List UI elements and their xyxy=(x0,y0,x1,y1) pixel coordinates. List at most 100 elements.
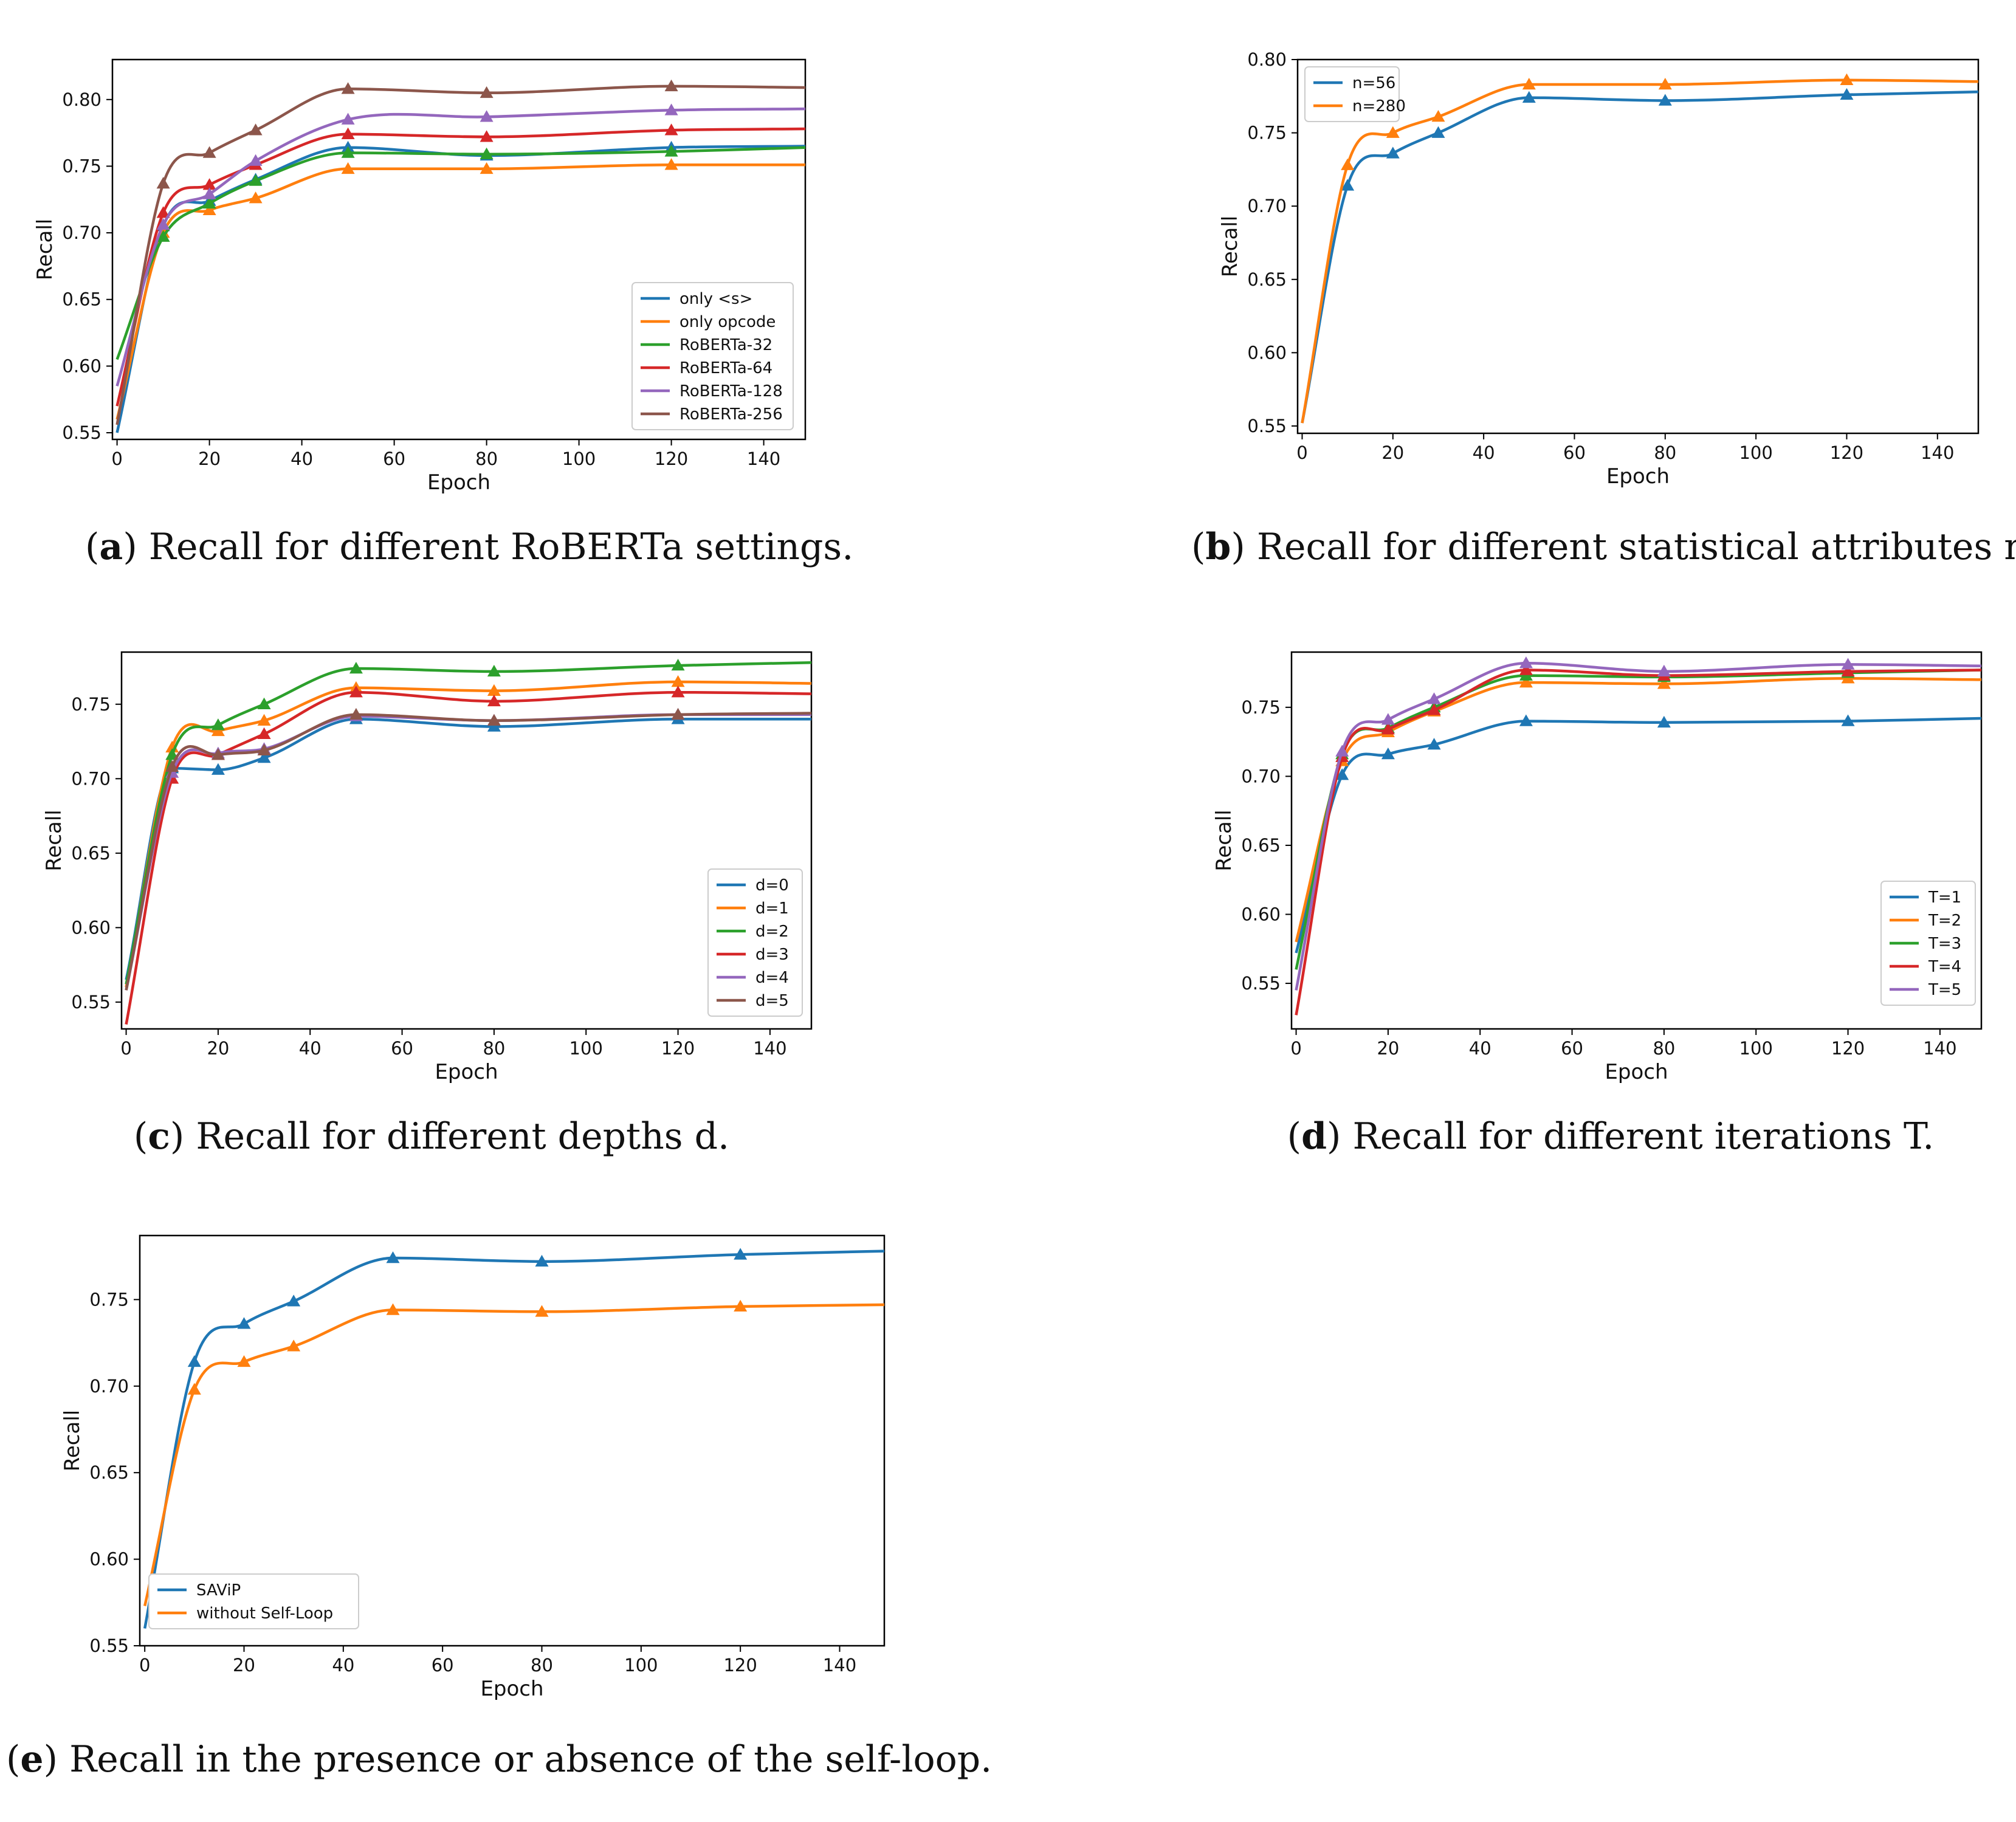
x-tick-label: 20 xyxy=(207,1038,229,1059)
data-point xyxy=(480,147,494,159)
x-axis-label: Epoch xyxy=(480,1677,543,1701)
data-point xyxy=(1335,744,1349,757)
data-point xyxy=(1386,126,1400,138)
x-tick-label: 140 xyxy=(753,1038,786,1059)
legend-label: RoBERTa-128 xyxy=(679,382,783,400)
data-point xyxy=(249,154,263,166)
legend-label: T=1 xyxy=(1928,889,1961,907)
y-tick-label: 0.80 xyxy=(62,89,101,110)
series-line-2 xyxy=(125,661,811,985)
x-tick-label: 20 xyxy=(198,449,221,469)
legend-label: T=4 xyxy=(1928,958,1961,976)
y-tick-label: 0.55 xyxy=(62,422,101,443)
chart-b: 0 20 40 60 80 100 120 140 0.55 0.60 0.65 0.70 0.75 0.… xyxy=(1218,49,1980,489)
x-tick-label: 80 xyxy=(483,1038,505,1059)
data-point xyxy=(1431,126,1445,138)
data-point xyxy=(487,664,501,677)
series-line-0 xyxy=(143,1250,884,1629)
x-tick-label: 120 xyxy=(1831,1038,1865,1059)
y-axis-label: Recall xyxy=(42,810,66,871)
legend-label: d=5 xyxy=(755,992,789,1010)
data-point xyxy=(1522,78,1536,90)
legend-box xyxy=(707,868,803,1017)
x-axis-label: Epoch xyxy=(427,470,490,495)
data-point xyxy=(664,158,678,170)
y-tick-label: 0.75 xyxy=(89,1289,129,1310)
x-tick-label: 60 xyxy=(383,449,405,469)
y-axis-label: Recall xyxy=(60,1410,84,1471)
data-point xyxy=(1841,658,1855,670)
y-tick-label: 0.70 xyxy=(89,1376,129,1397)
x-tick-label: 120 xyxy=(1830,442,1863,463)
data-point xyxy=(480,130,494,142)
x-tick-label: 80 xyxy=(531,1655,553,1676)
series-line-3 xyxy=(125,690,811,1025)
legend-label: RoBERTa-64 xyxy=(679,359,772,377)
caption-e: (e) Recall in the presence or absence of… xyxy=(6,1738,993,1781)
chart-d: 0 20 40 60 80 100 120 140 0.55 0.60 0.65 0.70 0.75 Ep… xyxy=(1212,651,1983,1084)
data-point xyxy=(287,1339,301,1352)
data-point xyxy=(480,110,494,122)
data-point xyxy=(341,112,355,125)
data-point xyxy=(664,145,678,157)
data-point xyxy=(1519,675,1533,688)
legend: SAViP without Self-Loop xyxy=(148,1573,359,1629)
series-line-0 xyxy=(1301,90,1978,424)
x-tick-label: 140 xyxy=(747,449,780,469)
data-point xyxy=(341,127,355,140)
caption-b: (b) Recall for different statistical att… xyxy=(1191,526,2016,568)
x-tick-label: 140 xyxy=(1923,1038,1956,1059)
data-point xyxy=(671,659,685,671)
data-point xyxy=(202,196,216,209)
data-point xyxy=(349,707,363,720)
data-point xyxy=(237,1317,251,1329)
series-line-4 xyxy=(1295,661,1981,991)
series-line-1 xyxy=(125,680,811,988)
caption-b-letter: b xyxy=(1205,526,1231,568)
data-point xyxy=(1386,146,1400,159)
data-point xyxy=(187,1383,201,1395)
x-tick-label: 40 xyxy=(332,1655,354,1676)
data-point xyxy=(1657,664,1671,677)
y-tick-label: 0.60 xyxy=(1247,342,1287,363)
y-tick-label: 0.60 xyxy=(71,917,111,938)
legend-label: d=3 xyxy=(755,946,789,964)
chart-a: 0 20 40 60 80 100 120 140 0.55 0.60 0.65 0.70 0.75 0.… xyxy=(33,58,807,495)
data-point xyxy=(1657,677,1671,689)
legend-label: SAViP xyxy=(196,1581,241,1600)
data-point xyxy=(165,760,179,772)
legend: only <s> only opcode RoBERTa-32 RoBERTa-64 R… xyxy=(631,282,794,430)
x-tick-label: 20 xyxy=(233,1655,255,1676)
series-line-5 xyxy=(115,84,805,425)
x-tick-label: 40 xyxy=(299,1038,322,1059)
data-point xyxy=(202,187,216,199)
data-point xyxy=(1341,179,1355,191)
x-tick-label: 20 xyxy=(1377,1038,1399,1059)
x-tick-label: 100 xyxy=(569,1038,603,1059)
legend-label: T=2 xyxy=(1928,912,1961,930)
y-tick-label: 0.55 xyxy=(1241,973,1281,994)
data-point xyxy=(156,206,170,218)
y-tick-label: 0.70 xyxy=(62,222,101,243)
chart-e: 0 20 40 60 80 100 120 140 0.55 0.60 0.65 0.70 0.75 Ep… xyxy=(60,1234,886,1701)
x-axis-label: Epoch xyxy=(1606,464,1670,489)
data-point xyxy=(671,707,685,720)
x-axis-label: Epoch xyxy=(435,1060,498,1084)
y-tick-label: 0.65 xyxy=(1247,269,1287,290)
data-point xyxy=(249,123,263,136)
data-point xyxy=(257,743,271,755)
legend-box xyxy=(631,282,794,430)
series-line-1 xyxy=(1301,78,1978,424)
data-point xyxy=(237,1355,251,1367)
data-point xyxy=(1840,88,1854,100)
x-tick-label: 100 xyxy=(562,449,596,469)
data-point xyxy=(664,123,678,136)
data-point xyxy=(249,174,263,186)
data-point xyxy=(156,218,170,230)
x-tick-label: 60 xyxy=(1561,1038,1583,1059)
y-tick-label: 0.65 xyxy=(71,843,111,864)
x-tick-label: 0 xyxy=(1296,442,1307,463)
legend: T=1 T=2 T=3 T=4 T=5 xyxy=(1880,881,1976,1006)
legend-label: RoBERTa-256 xyxy=(679,405,783,424)
legend-label: only opcode xyxy=(679,313,776,331)
